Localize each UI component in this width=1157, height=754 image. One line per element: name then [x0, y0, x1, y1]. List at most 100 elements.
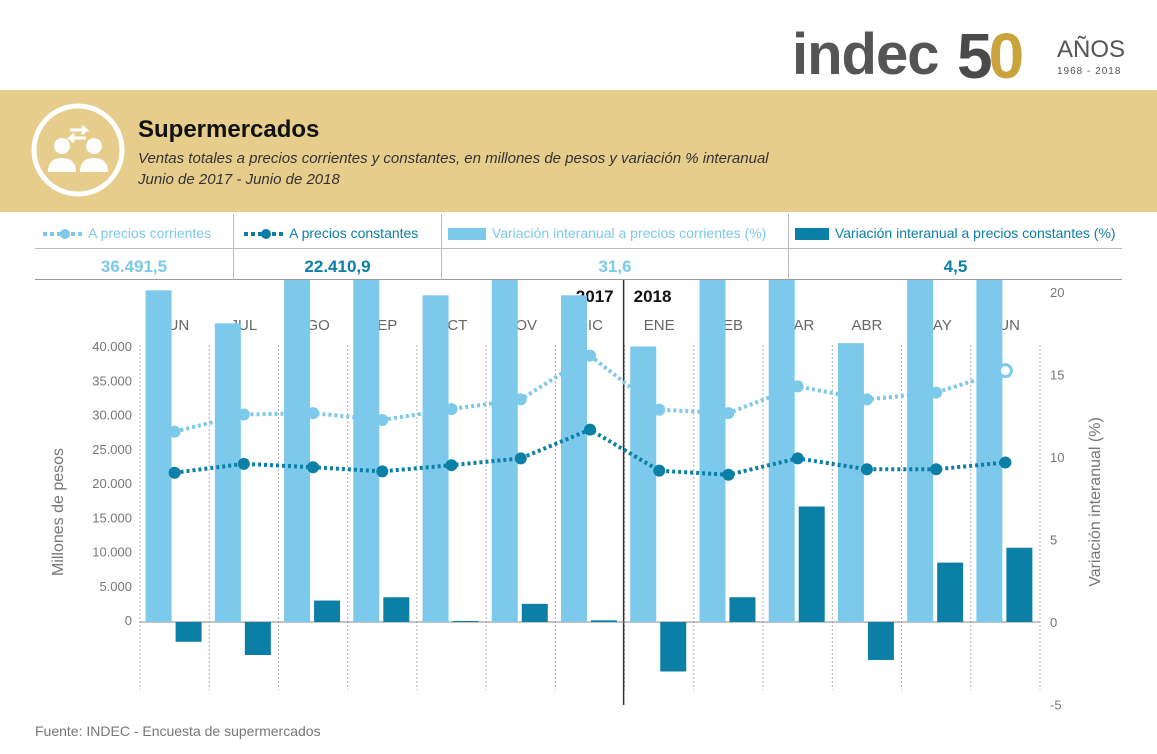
legend-label: A precios corrientes — [88, 225, 212, 241]
page-period: Junio de 2017 - Junio de 2018 — [138, 171, 340, 188]
logo-anos: AÑOS — [1057, 36, 1126, 63]
dotted-line-dark-icon — [244, 229, 284, 240]
corrientes-point — [445, 403, 458, 416]
y2-tick-label: 5 — [1050, 533, 1057, 548]
legend-value: 31,6 — [598, 257, 632, 276]
bar-var-constantes — [867, 622, 894, 660]
bar-var-corrientes — [422, 295, 449, 622]
corrientes-point — [791, 380, 804, 393]
year-label-2018: 2018 — [634, 287, 672, 306]
y-tick-label: 30.000 — [92, 408, 132, 423]
constantes-point — [584, 423, 596, 436]
bar-var-corrientes — [561, 295, 587, 622]
constantes-point — [376, 465, 389, 478]
y2-tick-label: 20 — [1050, 285, 1064, 300]
logo-text: indec — [792, 22, 939, 87]
bar-var-constantes — [383, 597, 410, 622]
source-note: Fuente: INDEC - Encuesta de supermercado… — [35, 723, 321, 739]
constantes-point — [168, 466, 181, 479]
y-tick-label: 5.000 — [99, 579, 132, 594]
bar-var-corrientes — [145, 290, 172, 622]
y-tick-label: 15.000 — [92, 510, 132, 525]
title-banner: Supermercados Ventas totales a precios c… — [0, 90, 1157, 212]
bar-var-constantes — [314, 600, 341, 622]
legend-table: A precios corrientes 36.491,5 A precios … — [35, 214, 1122, 280]
y2-tick-label: 15 — [1050, 368, 1064, 383]
constantes-point — [445, 459, 458, 472]
bar-var-corrientes — [491, 280, 518, 622]
constantes-point — [514, 452, 527, 465]
people-exchange-icon — [31, 103, 125, 197]
bar-var-constantes — [798, 506, 825, 622]
constantes-point — [722, 468, 735, 481]
bar-var-constantes — [729, 597, 756, 622]
corrientes-point — [376, 413, 389, 426]
bar-var-corrientes — [284, 280, 311, 622]
legend-label: Variación interanual a precios constante… — [834, 225, 1116, 241]
legend-item-var-corrientes: Variación interanual a precios corriente… — [442, 214, 789, 280]
legend-value: 22.410,9 — [304, 257, 371, 276]
bar-light-icon — [448, 228, 486, 241]
month-label: ABR — [852, 317, 883, 334]
corrientes-point — [930, 386, 943, 399]
bar-var-constantes — [1006, 547, 1033, 622]
page-subtitle: Ventas totales a precios corrientes y co… — [138, 150, 769, 167]
legend-label: Variación interanual a precios corriente… — [491, 225, 767, 241]
logo-50: 50 — [957, 20, 1024, 92]
y2-tick-label: 0 — [1050, 615, 1057, 630]
corrientes-point — [860, 393, 873, 406]
y2-axis-title: Variación interanual (%) — [1087, 417, 1104, 587]
bar-var-corrientes — [353, 280, 380, 623]
y-tick-label: 35.000 — [92, 373, 132, 388]
bar-var-corrientes — [768, 280, 795, 622]
corrientes-point — [168, 425, 181, 438]
constantes-point — [237, 457, 250, 470]
legend-value: 4,5 — [943, 257, 968, 276]
indec-logo: indec 50 AÑOS 1968 - 2018 — [792, 18, 1132, 88]
y-tick-label: 20.000 — [92, 476, 132, 491]
corrientes-point — [584, 349, 596, 362]
bar-var-constantes — [660, 622, 687, 672]
bar-var-corrientes — [837, 343, 864, 622]
corrientes-point — [722, 407, 735, 420]
bar-var-corrientes — [630, 346, 657, 622]
corrientes-point — [653, 403, 666, 416]
constantes-point — [999, 456, 1012, 469]
bar-var-constantes — [452, 621, 479, 622]
y-tick-label: 25.000 — [92, 442, 132, 457]
legend-item-corrientes: A precios corrientes 36.491,5 — [35, 214, 234, 280]
y-tick-label: 0 — [125, 613, 132, 628]
corrientes-point — [237, 408, 250, 421]
constantes-point — [307, 461, 320, 474]
y2-tick-label: 10 — [1050, 450, 1064, 465]
bar-var-constantes — [521, 603, 548, 622]
y-tick-label: 10.000 — [92, 545, 132, 560]
constantes-point — [860, 463, 873, 476]
legend-value: 36.491,5 — [100, 257, 168, 276]
corrientes-point — [307, 407, 320, 420]
bar-var-constantes — [591, 620, 617, 622]
corrientes-point — [997, 363, 1013, 379]
bar-var-corrientes — [214, 323, 241, 622]
month-label: ENE — [644, 317, 675, 334]
page-title: Supermercados — [138, 116, 320, 143]
constantes-point — [791, 452, 804, 465]
bar-var-constantes — [175, 622, 202, 642]
y-axis-title: Millones de pesos — [50, 448, 67, 576]
dotted-line-light-icon — [43, 229, 83, 240]
bar-var-constantes — [937, 562, 964, 622]
bar-var-corrientes — [699, 280, 726, 622]
legend-item-var-constantes: Variación interanual a precios constante… — [789, 214, 1122, 280]
y-tick-label: 40.000 — [92, 339, 132, 354]
bar-dark-icon — [795, 228, 829, 241]
bar-var-constantes — [244, 622, 271, 655]
bar-var-corrientes — [976, 280, 1003, 623]
constantes-point — [653, 464, 666, 477]
legend-item-constantes: A precios constantes 22.410,9 — [234, 214, 442, 280]
logo-years: 1968 - 2018 — [1057, 66, 1122, 77]
bar-var-corrientes — [907, 280, 934, 622]
y2-tick-label: -5 — [1050, 698, 1062, 713]
constantes-point — [930, 463, 943, 476]
corrientes-point — [514, 393, 527, 406]
